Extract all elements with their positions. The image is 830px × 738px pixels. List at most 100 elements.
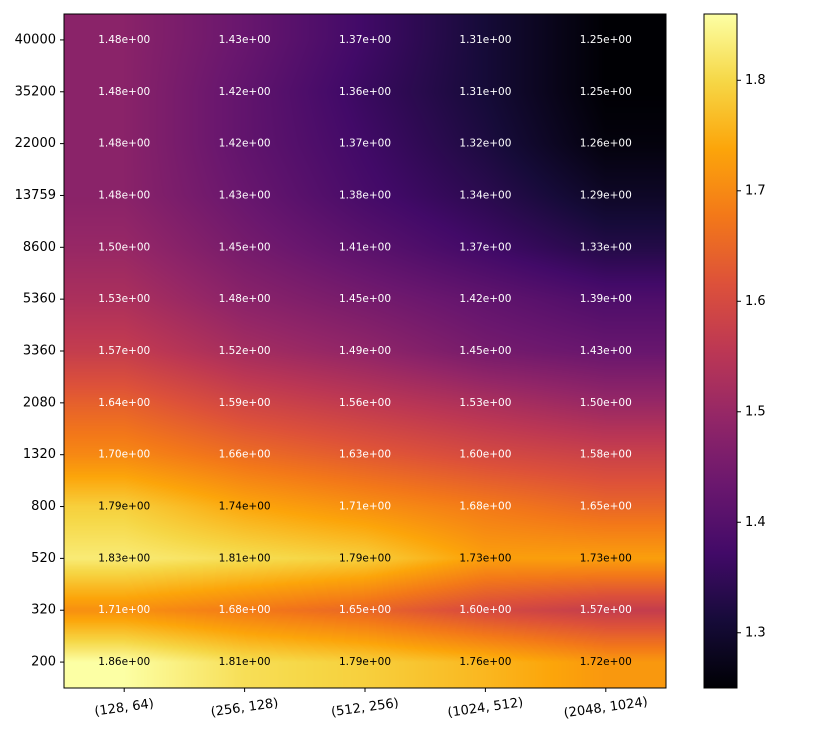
- cell-label-r1-c3: 1.31e+00: [459, 86, 511, 98]
- cell-label-r10-c4: 1.73e+00: [580, 552, 632, 564]
- cell-label-r11-c3: 1.60e+00: [459, 604, 511, 616]
- cell-label-r5-c0: 1.53e+00: [98, 293, 150, 305]
- cell-label-r0-c1: 1.43e+00: [219, 34, 271, 46]
- colorbar-ticks: 1.3 1.4 1.5 1.6 1.7 1.8: [737, 73, 766, 640]
- cell-label-r7-c1: 1.59e+00: [219, 397, 271, 409]
- y-tick-label: 22000: [15, 136, 56, 151]
- cell-label-r9-c1: 1.74e+00: [219, 501, 271, 513]
- cell-label-r3-c2: 1.38e+00: [339, 189, 391, 201]
- cell-labels: 1.48e+00 1.43e+00 1.37e+00 1.31e+00 1.25e+00…: [98, 34, 632, 668]
- y-tick-label: 5360: [23, 292, 56, 307]
- cell-label-r5-c4: 1.39e+00: [580, 293, 632, 305]
- colorbar-frame: [703, 13, 738, 689]
- cell-label-r2-c4: 1.26e+00: [580, 138, 632, 150]
- cell-label-r3-c4: 1.29e+00: [580, 189, 632, 201]
- cell-label-r10-c0: 1.83e+00: [98, 552, 150, 564]
- colorbar-tick-label: 1.7: [745, 183, 766, 198]
- colorbar-tick-label: 1.8: [745, 73, 766, 88]
- cell-label-r1-c1: 1.42e+00: [219, 86, 271, 98]
- cell-label-r9-c3: 1.68e+00: [459, 501, 511, 513]
- cell-label-r2-c3: 1.32e+00: [459, 138, 511, 150]
- cell-label-r6-c0: 1.57e+00: [98, 345, 150, 357]
- cell-label-r6-c1: 1.52e+00: [219, 345, 271, 357]
- cell-label-r12-c4: 1.72e+00: [580, 656, 632, 668]
- cell-label-r7-c4: 1.50e+00: [580, 397, 632, 409]
- cell-label-r7-c3: 1.53e+00: [459, 397, 511, 409]
- cell-label-r4-c3: 1.37e+00: [459, 241, 511, 253]
- cell-label-r8-c2: 1.63e+00: [339, 449, 391, 461]
- y-tick-label: 200: [31, 655, 56, 670]
- cell-label-r1-c0: 1.48e+00: [98, 86, 150, 98]
- x-tick-label: (1024, 512): [447, 695, 525, 720]
- y-tick-label: 3360: [23, 344, 56, 359]
- cell-label-r12-c3: 1.76e+00: [459, 656, 511, 668]
- cell-label-r11-c4: 1.57e+00: [580, 604, 632, 616]
- y-tick-label: 320: [31, 603, 56, 618]
- x-tick-label: (512, 256): [330, 696, 399, 720]
- cell-label-r4-c2: 1.41e+00: [339, 241, 391, 253]
- cell-label-r3-c0: 1.48e+00: [98, 189, 150, 201]
- cell-label-r0-c4: 1.25e+00: [580, 34, 632, 46]
- y-axis: 40000 35200 22000 13759 8600 5360 3360 2080 1320…: [15, 32, 64, 670]
- colorbar-tick-label: 1.6: [745, 294, 766, 309]
- cell-label-r10-c1: 1.81e+00: [219, 552, 271, 564]
- cell-label-r1-c2: 1.36e+00: [339, 86, 391, 98]
- cell-label-r3-c1: 1.43e+00: [219, 189, 271, 201]
- y-tick-label: 40000: [15, 32, 56, 47]
- cell-label-r12-c0: 1.86e+00: [98, 656, 150, 668]
- cell-label-r11-c0: 1.71e+00: [98, 604, 150, 616]
- cell-label-r5-c2: 1.45e+00: [339, 293, 391, 305]
- colorbar-fill: [704, 14, 737, 688]
- cell-label-r6-c4: 1.43e+00: [580, 345, 632, 357]
- cell-label-r4-c0: 1.50e+00: [98, 241, 150, 253]
- x-tick-label: (128, 64): [94, 696, 155, 719]
- y-tick-label: 800: [31, 499, 56, 514]
- cell-label-r2-c1: 1.42e+00: [219, 138, 271, 150]
- cell-label-r4-c1: 1.45e+00: [219, 241, 271, 253]
- cell-label-r12-c2: 1.79e+00: [339, 656, 391, 668]
- cell-label-r6-c3: 1.45e+00: [459, 345, 511, 357]
- cell-label-r0-c2: 1.37e+00: [339, 34, 391, 46]
- colorbar-tick-label: 1.5: [745, 404, 766, 419]
- x-tick-label: (2048, 1024): [563, 695, 649, 722]
- cell-label-r9-c4: 1.65e+00: [580, 501, 632, 513]
- y-tick-label: 2080: [23, 395, 56, 410]
- cell-label-r1-c4: 1.25e+00: [580, 86, 632, 98]
- heatmap-canvas-holder: [64, 14, 666, 688]
- cell-label-r8-c0: 1.70e+00: [98, 449, 150, 461]
- cell-label-r9-c0: 1.79e+00: [98, 501, 150, 513]
- heatmap-image: [64, 14, 666, 688]
- cell-label-r6-c2: 1.49e+00: [339, 345, 391, 357]
- cell-label-r11-c1: 1.68e+00: [219, 604, 271, 616]
- cell-label-r7-c0: 1.64e+00: [98, 397, 150, 409]
- y-tick-label: 8600: [23, 240, 56, 255]
- cell-label-r8-c1: 1.66e+00: [219, 449, 271, 461]
- cell-label-r0-c3: 1.31e+00: [459, 34, 511, 46]
- cell-label-r12-c1: 1.81e+00: [219, 656, 271, 668]
- cell-label-r5-c3: 1.42e+00: [459, 293, 511, 305]
- y-tick-label: 1320: [23, 447, 56, 462]
- colorbar: 1.3 1.4 1.5 1.6 1.7 1.8: [703, 13, 766, 689]
- x-tick-label: (256, 128): [210, 696, 279, 720]
- cell-label-r2-c0: 1.48e+00: [98, 138, 150, 150]
- cell-label-r9-c2: 1.71e+00: [339, 501, 391, 513]
- cell-label-r7-c2: 1.56e+00: [339, 397, 391, 409]
- y-tick-label: 35200: [15, 84, 56, 99]
- x-axis: (128, 64) (256, 128) (512, 256) (1024, 512)…: [94, 688, 649, 721]
- cell-label-r5-c1: 1.48e+00: [219, 293, 271, 305]
- cell-label-r8-c3: 1.60e+00: [459, 449, 511, 461]
- cell-label-r10-c3: 1.73e+00: [459, 552, 511, 564]
- cell-label-r4-c4: 1.33e+00: [580, 241, 632, 253]
- cell-label-r3-c3: 1.34e+00: [459, 189, 511, 201]
- colorbar-tick-label: 1.4: [745, 515, 766, 530]
- cell-label-r11-c2: 1.65e+00: [339, 604, 391, 616]
- y-tick-label: 520: [31, 551, 56, 566]
- cell-label-r0-c0: 1.48e+00: [98, 34, 150, 46]
- cell-label-r8-c4: 1.58e+00: [580, 449, 632, 461]
- colorbar-tick-label: 1.3: [745, 625, 766, 640]
- cell-label-r10-c2: 1.79e+00: [339, 552, 391, 564]
- cell-label-r2-c2: 1.37e+00: [339, 138, 391, 150]
- y-tick-label: 13759: [15, 188, 56, 203]
- heatmap-canvas: [64, 14, 666, 688]
